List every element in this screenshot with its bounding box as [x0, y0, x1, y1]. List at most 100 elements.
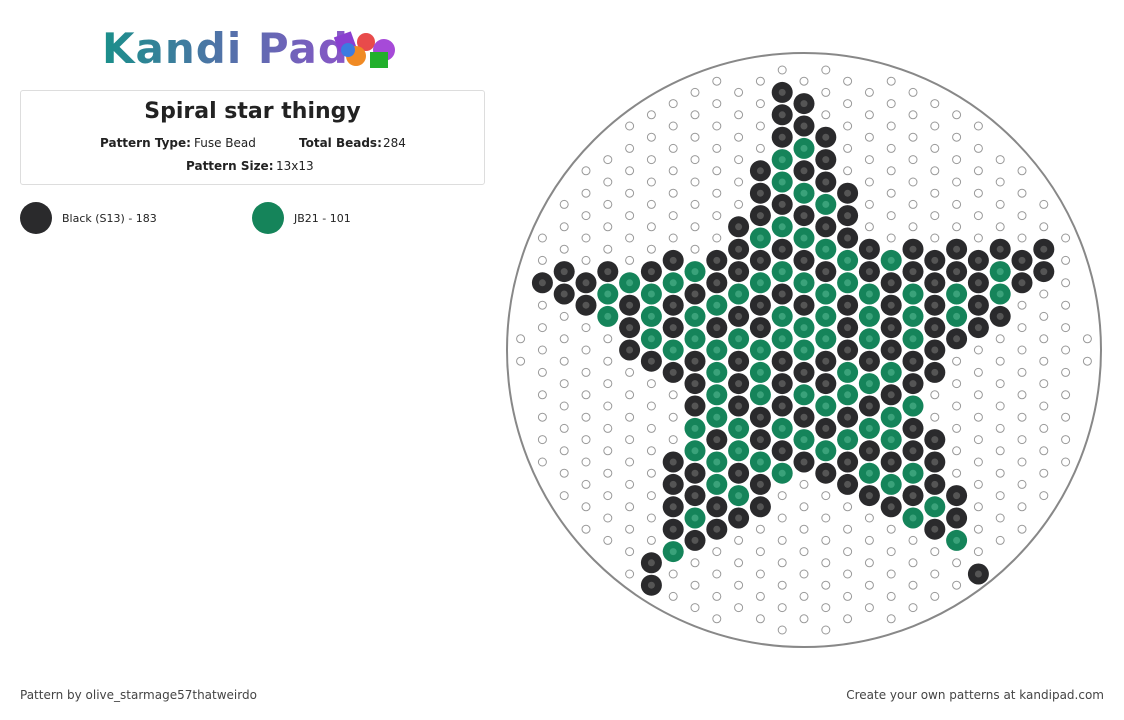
bead: [1017, 166, 1027, 176]
bead: [1040, 268, 1048, 276]
bead: [844, 413, 852, 421]
bead: [953, 492, 961, 500]
field-value: 284: [383, 136, 406, 150]
bead: [712, 591, 722, 601]
bead: [756, 234, 764, 242]
bead: [930, 143, 940, 153]
bead: [1039, 289, 1049, 299]
bead: [581, 211, 591, 221]
bead: [887, 458, 895, 466]
bead: [647, 312, 655, 320]
bead: [952, 110, 962, 120]
bead: [603, 155, 613, 165]
bead: [995, 199, 1005, 209]
bead: [778, 88, 786, 96]
bead: [626, 279, 634, 287]
bead: [777, 513, 787, 523]
bead: [537, 345, 547, 355]
bead: [603, 535, 613, 545]
bead: [952, 199, 962, 209]
bead: [908, 535, 918, 545]
bead: [625, 412, 635, 422]
bead: [995, 468, 1005, 478]
bead: [713, 525, 721, 533]
bead: [712, 76, 722, 86]
bead: [887, 391, 895, 399]
bead: [734, 87, 744, 97]
bead: [1018, 256, 1026, 264]
bead: [735, 402, 743, 410]
bead: [953, 514, 961, 522]
bead: [864, 603, 874, 613]
bead: [559, 222, 569, 232]
bead: [887, 413, 895, 421]
bead: [822, 312, 830, 320]
bead: [844, 189, 852, 197]
bead: [822, 380, 830, 388]
bead: [799, 502, 809, 512]
bead: [953, 335, 961, 343]
bead: [1061, 255, 1071, 265]
bead: [778, 156, 786, 164]
bead: [1039, 401, 1049, 411]
bead: [844, 256, 852, 264]
bead: [734, 132, 744, 142]
bead: [930, 547, 940, 557]
bead: [995, 177, 1005, 187]
bead: [952, 177, 962, 187]
bead: [646, 244, 656, 254]
cta-link[interactable]: Create your own patterns at kandipad.com: [846, 688, 1104, 702]
bead: [843, 591, 853, 601]
bead: [691, 380, 699, 388]
bead: [778, 223, 786, 231]
bead: [974, 301, 982, 309]
bead: [625, 367, 635, 377]
bead: [908, 580, 918, 590]
bead: [516, 356, 526, 366]
bead: [909, 245, 917, 253]
bead: [864, 513, 874, 523]
bead: [886, 188, 896, 198]
bead: [1039, 356, 1049, 366]
bead: [844, 368, 852, 376]
bead: [973, 479, 983, 489]
bead: [953, 312, 961, 320]
bead: [1061, 233, 1071, 243]
bead: [800, 189, 808, 197]
bead: [712, 614, 722, 624]
logo[interactable]: Kandi Pad: [102, 24, 349, 73]
author[interactable]: Pattern by olive_starmage57thatweirdo: [20, 688, 257, 702]
bead: [930, 121, 940, 131]
bead: [625, 233, 635, 243]
bead: [581, 479, 591, 489]
bead: [931, 256, 939, 264]
bead: [887, 301, 895, 309]
bead: [909, 290, 917, 298]
legend-label: JB21 - 101: [294, 212, 351, 225]
bead: [886, 569, 896, 579]
bead: [537, 457, 547, 467]
bead: [516, 334, 526, 344]
bead: [537, 390, 547, 400]
bead: [995, 401, 1005, 411]
field-label: Pattern Size:: [186, 159, 274, 173]
bead: [953, 536, 961, 544]
bead: [690, 603, 700, 613]
bead: [604, 268, 612, 276]
bead: [909, 357, 917, 365]
bead: [953, 268, 961, 276]
bead: [974, 256, 982, 264]
bead: [559, 491, 569, 501]
bead: [995, 155, 1005, 165]
bead: [603, 334, 613, 344]
bead: [582, 301, 590, 309]
bead: [800, 346, 808, 354]
bead: [668, 99, 678, 109]
bead: [755, 99, 765, 109]
bead: [646, 132, 656, 142]
bead: [973, 188, 983, 198]
bead: [930, 188, 940, 198]
bead: [799, 524, 809, 534]
bead: [625, 435, 635, 445]
bead: [886, 591, 896, 601]
